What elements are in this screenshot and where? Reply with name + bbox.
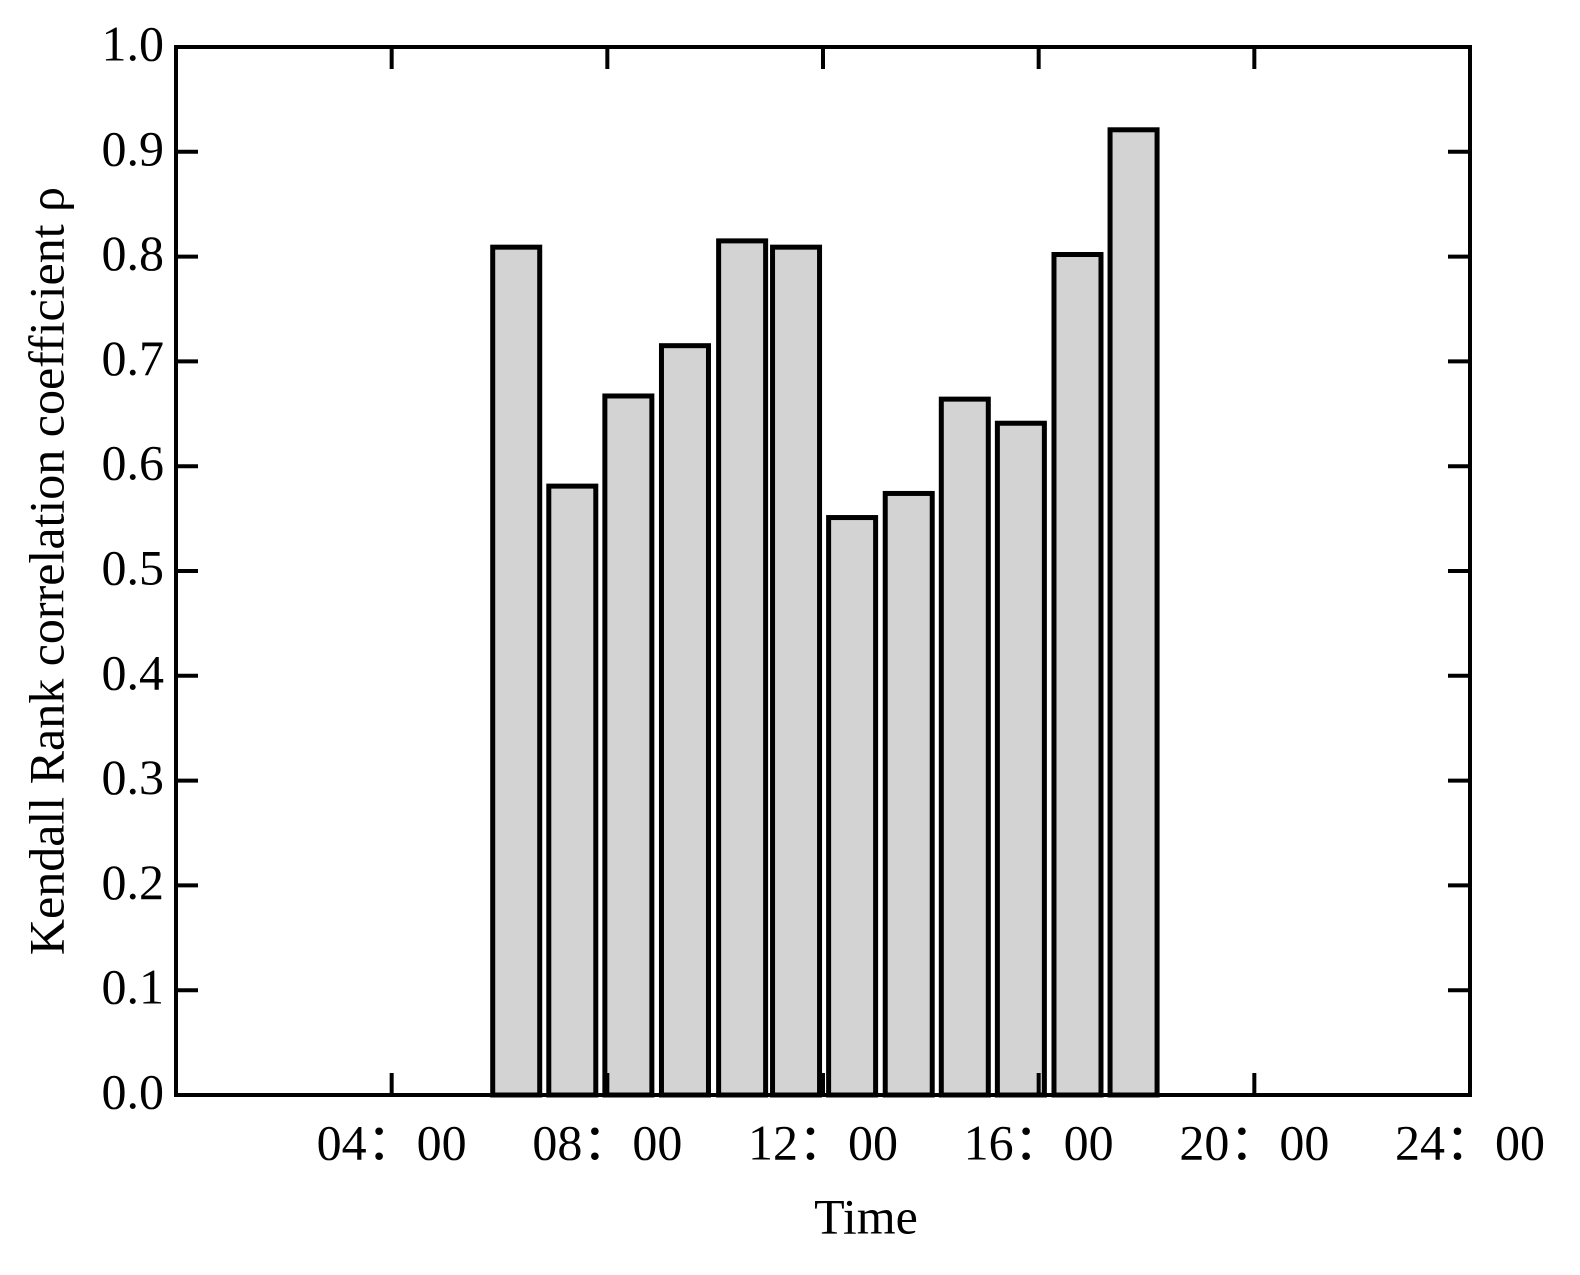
bar: [546, 483, 599, 1098]
bar: [658, 343, 711, 1098]
x-tick-label: 24：00: [1395, 1114, 1545, 1170]
y-tick-label: 0.1: [102, 959, 165, 1015]
bar: [1051, 252, 1104, 1098]
y-tick-label: 0.9: [102, 120, 165, 176]
bar: [490, 244, 543, 1098]
bar: [770, 244, 823, 1098]
y-tick-label: 0.4: [102, 644, 165, 700]
bar: [1107, 127, 1160, 1098]
bar: [882, 490, 935, 1098]
x-tick-label: 16：00: [964, 1114, 1114, 1170]
bar: [826, 515, 879, 1098]
bar: [938, 396, 991, 1098]
y-tick-label: 0.7: [102, 330, 165, 386]
x-tick-label: 04：00: [317, 1114, 467, 1170]
y-tick-label: 0.5: [102, 539, 165, 595]
x-axis-label: Time: [814, 1188, 918, 1244]
y-tick-label: 1.0: [102, 15, 165, 71]
y-tick-label: 0.2: [102, 854, 165, 910]
plot-frame: [174, 45, 1472, 1097]
x-tick-label: 20：00: [1179, 1114, 1329, 1170]
y-axis-label: Kendall Rank correlation coefficient ρ: [18, 187, 74, 955]
y-tick-label: 0.6: [102, 435, 165, 491]
bar: [716, 238, 769, 1098]
bar: [602, 393, 655, 1098]
bar: [994, 420, 1047, 1098]
y-tick-label: 0.0: [102, 1063, 165, 1119]
y-tick-label: 0.3: [102, 749, 165, 805]
x-tick-label: 08：00: [532, 1114, 682, 1170]
y-tick-label: 0.8: [102, 225, 165, 281]
x-tick-label: 12：00: [748, 1114, 898, 1170]
